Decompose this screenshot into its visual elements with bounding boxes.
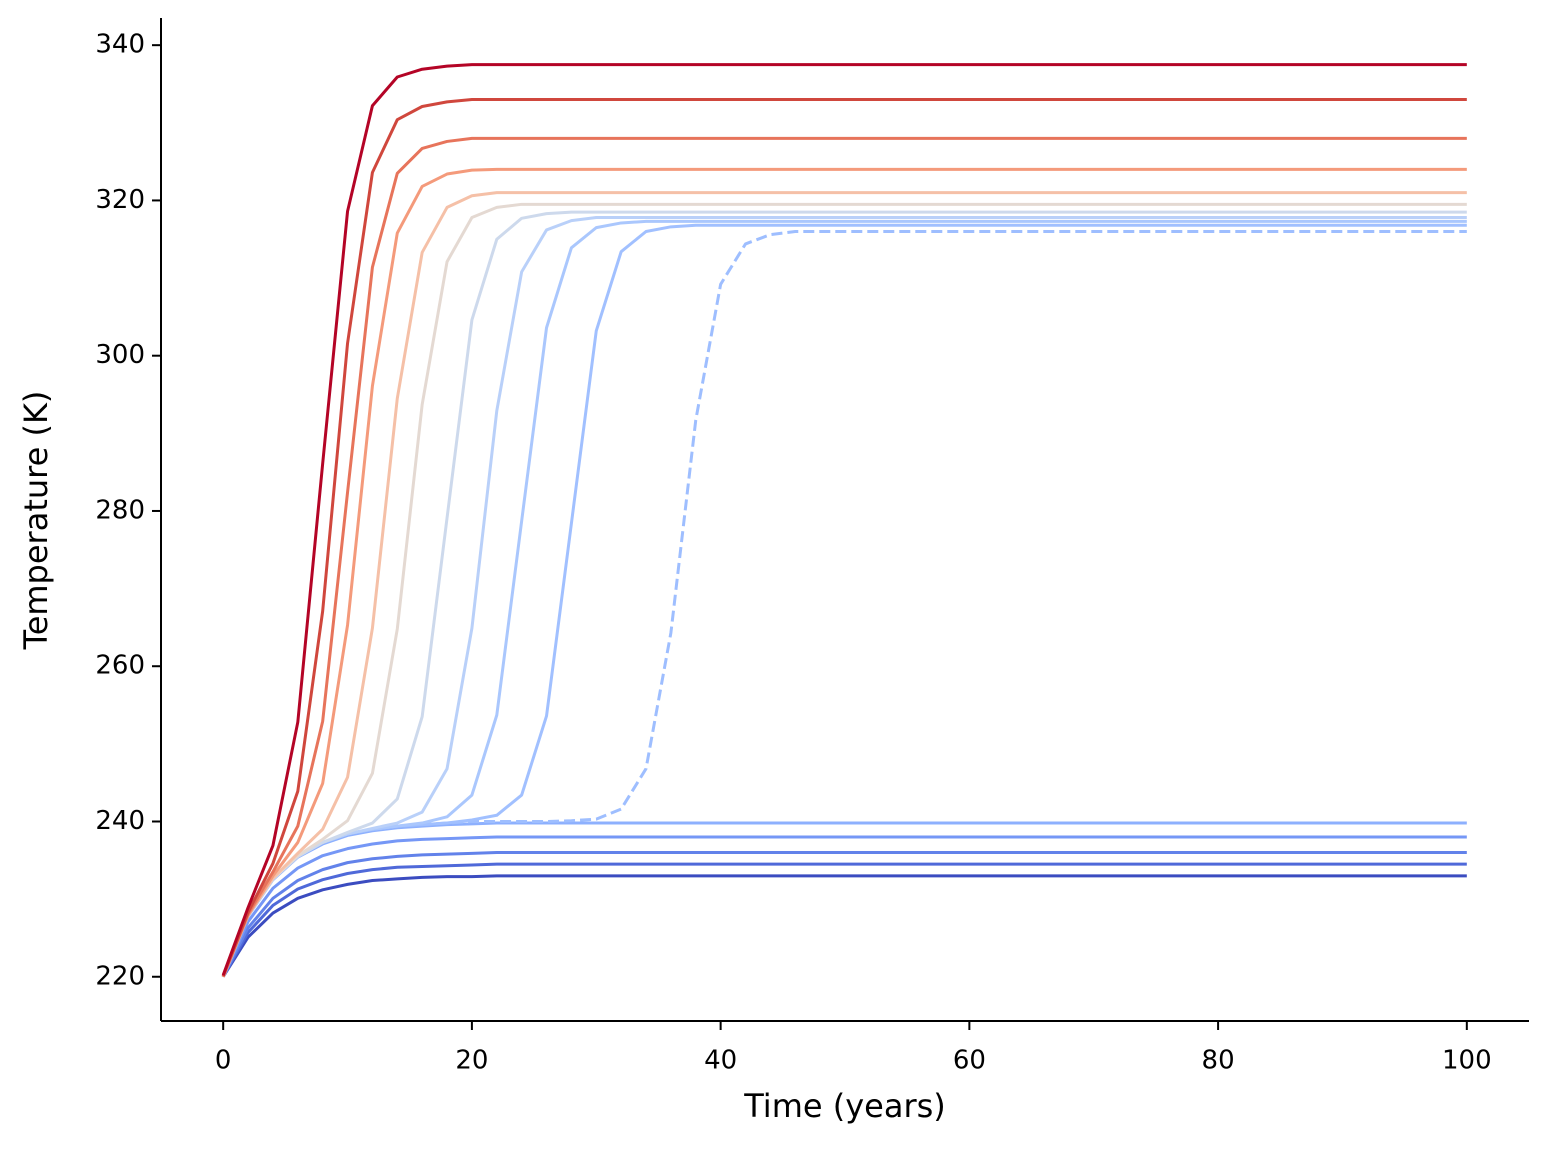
line [221, 202, 1467, 978]
line [221, 851, 1467, 978]
x-tick-label: 40 [704, 1046, 737, 1076]
x-tick-label: 100 [1442, 1046, 1492, 1076]
y-tick-label: 260 [95, 651, 145, 681]
x-tick-label: 80 [1202, 1046, 1235, 1076]
y-axis-label: Temperature (K) [17, 391, 55, 651]
y-tick-label: 320 [95, 185, 145, 215]
x-tick-label: 0 [215, 1046, 232, 1076]
y-tick-label: 300 [95, 340, 145, 370]
x-axis-label: Time (years) [743, 1087, 946, 1125]
x-tick-label: 20 [455, 1046, 488, 1076]
line [221, 874, 1467, 978]
line [221, 98, 1467, 977]
y-tick-label: 220 [95, 961, 145, 991]
line [221, 821, 1467, 978]
line [221, 862, 1467, 978]
line [221, 136, 1467, 978]
y-tick-label: 340 [95, 30, 145, 60]
line [221, 210, 1467, 978]
line [221, 191, 1467, 978]
line [221, 835, 1467, 978]
line [221, 167, 1467, 978]
y-tick-label: 280 [95, 495, 145, 525]
line [221, 63, 1467, 976]
y-tick-label: 240 [95, 806, 145, 836]
x-tick-label: 60 [953, 1046, 986, 1076]
